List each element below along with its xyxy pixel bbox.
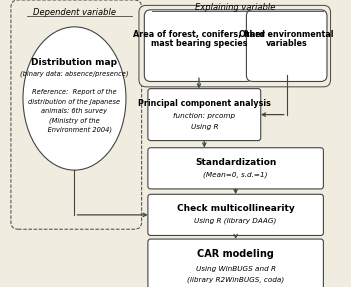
Text: Principal component analysis: Principal component analysis: [138, 99, 271, 108]
Text: Distribution map: Distribution map: [32, 58, 118, 67]
Text: Using R (library DAAG): Using R (library DAAG): [194, 218, 277, 224]
Text: (library R2WinBUGS, coda): (library R2WinBUGS, coda): [187, 276, 284, 283]
FancyBboxPatch shape: [11, 0, 142, 229]
Text: Reference:  Report of the: Reference: Report of the: [32, 89, 117, 95]
Text: CAR modeling: CAR modeling: [197, 249, 274, 259]
Text: variables: variables: [266, 39, 307, 49]
Text: (Mean=0, s.d.=1): (Mean=0, s.d.=1): [203, 171, 268, 178]
FancyBboxPatch shape: [148, 239, 323, 287]
Text: function: prcomp: function: prcomp: [173, 113, 236, 119]
Text: Environment 2004): Environment 2004): [37, 127, 112, 133]
Text: animals: 6th survey: animals: 6th survey: [41, 108, 107, 114]
FancyBboxPatch shape: [139, 5, 331, 87]
FancyBboxPatch shape: [148, 194, 323, 235]
Text: distribution of the Japanese: distribution of the Japanese: [28, 98, 120, 105]
Text: Check multicollinearity: Check multicollinearity: [177, 204, 294, 213]
Text: Using WinBUGS and R: Using WinBUGS and R: [196, 265, 276, 272]
Text: Other environmental: Other environmental: [239, 30, 334, 38]
FancyBboxPatch shape: [148, 89, 261, 141]
Text: Standardization: Standardization: [195, 158, 276, 166]
Text: Area of forest, conifers, hard: Area of forest, conifers, hard: [133, 30, 265, 38]
FancyBboxPatch shape: [148, 148, 323, 189]
Text: Using R: Using R: [191, 124, 218, 130]
FancyBboxPatch shape: [246, 10, 327, 82]
FancyBboxPatch shape: [144, 10, 253, 82]
Ellipse shape: [23, 27, 126, 170]
Text: (Ministry of the: (Ministry of the: [49, 117, 100, 124]
Text: (binary data: absence/presence): (binary data: absence/presence): [20, 70, 129, 77]
Text: Dependent variable: Dependent variable: [33, 8, 116, 17]
Text: Explaining variable: Explaining variable: [196, 3, 276, 12]
Text: mast bearing species: mast bearing species: [151, 39, 247, 49]
